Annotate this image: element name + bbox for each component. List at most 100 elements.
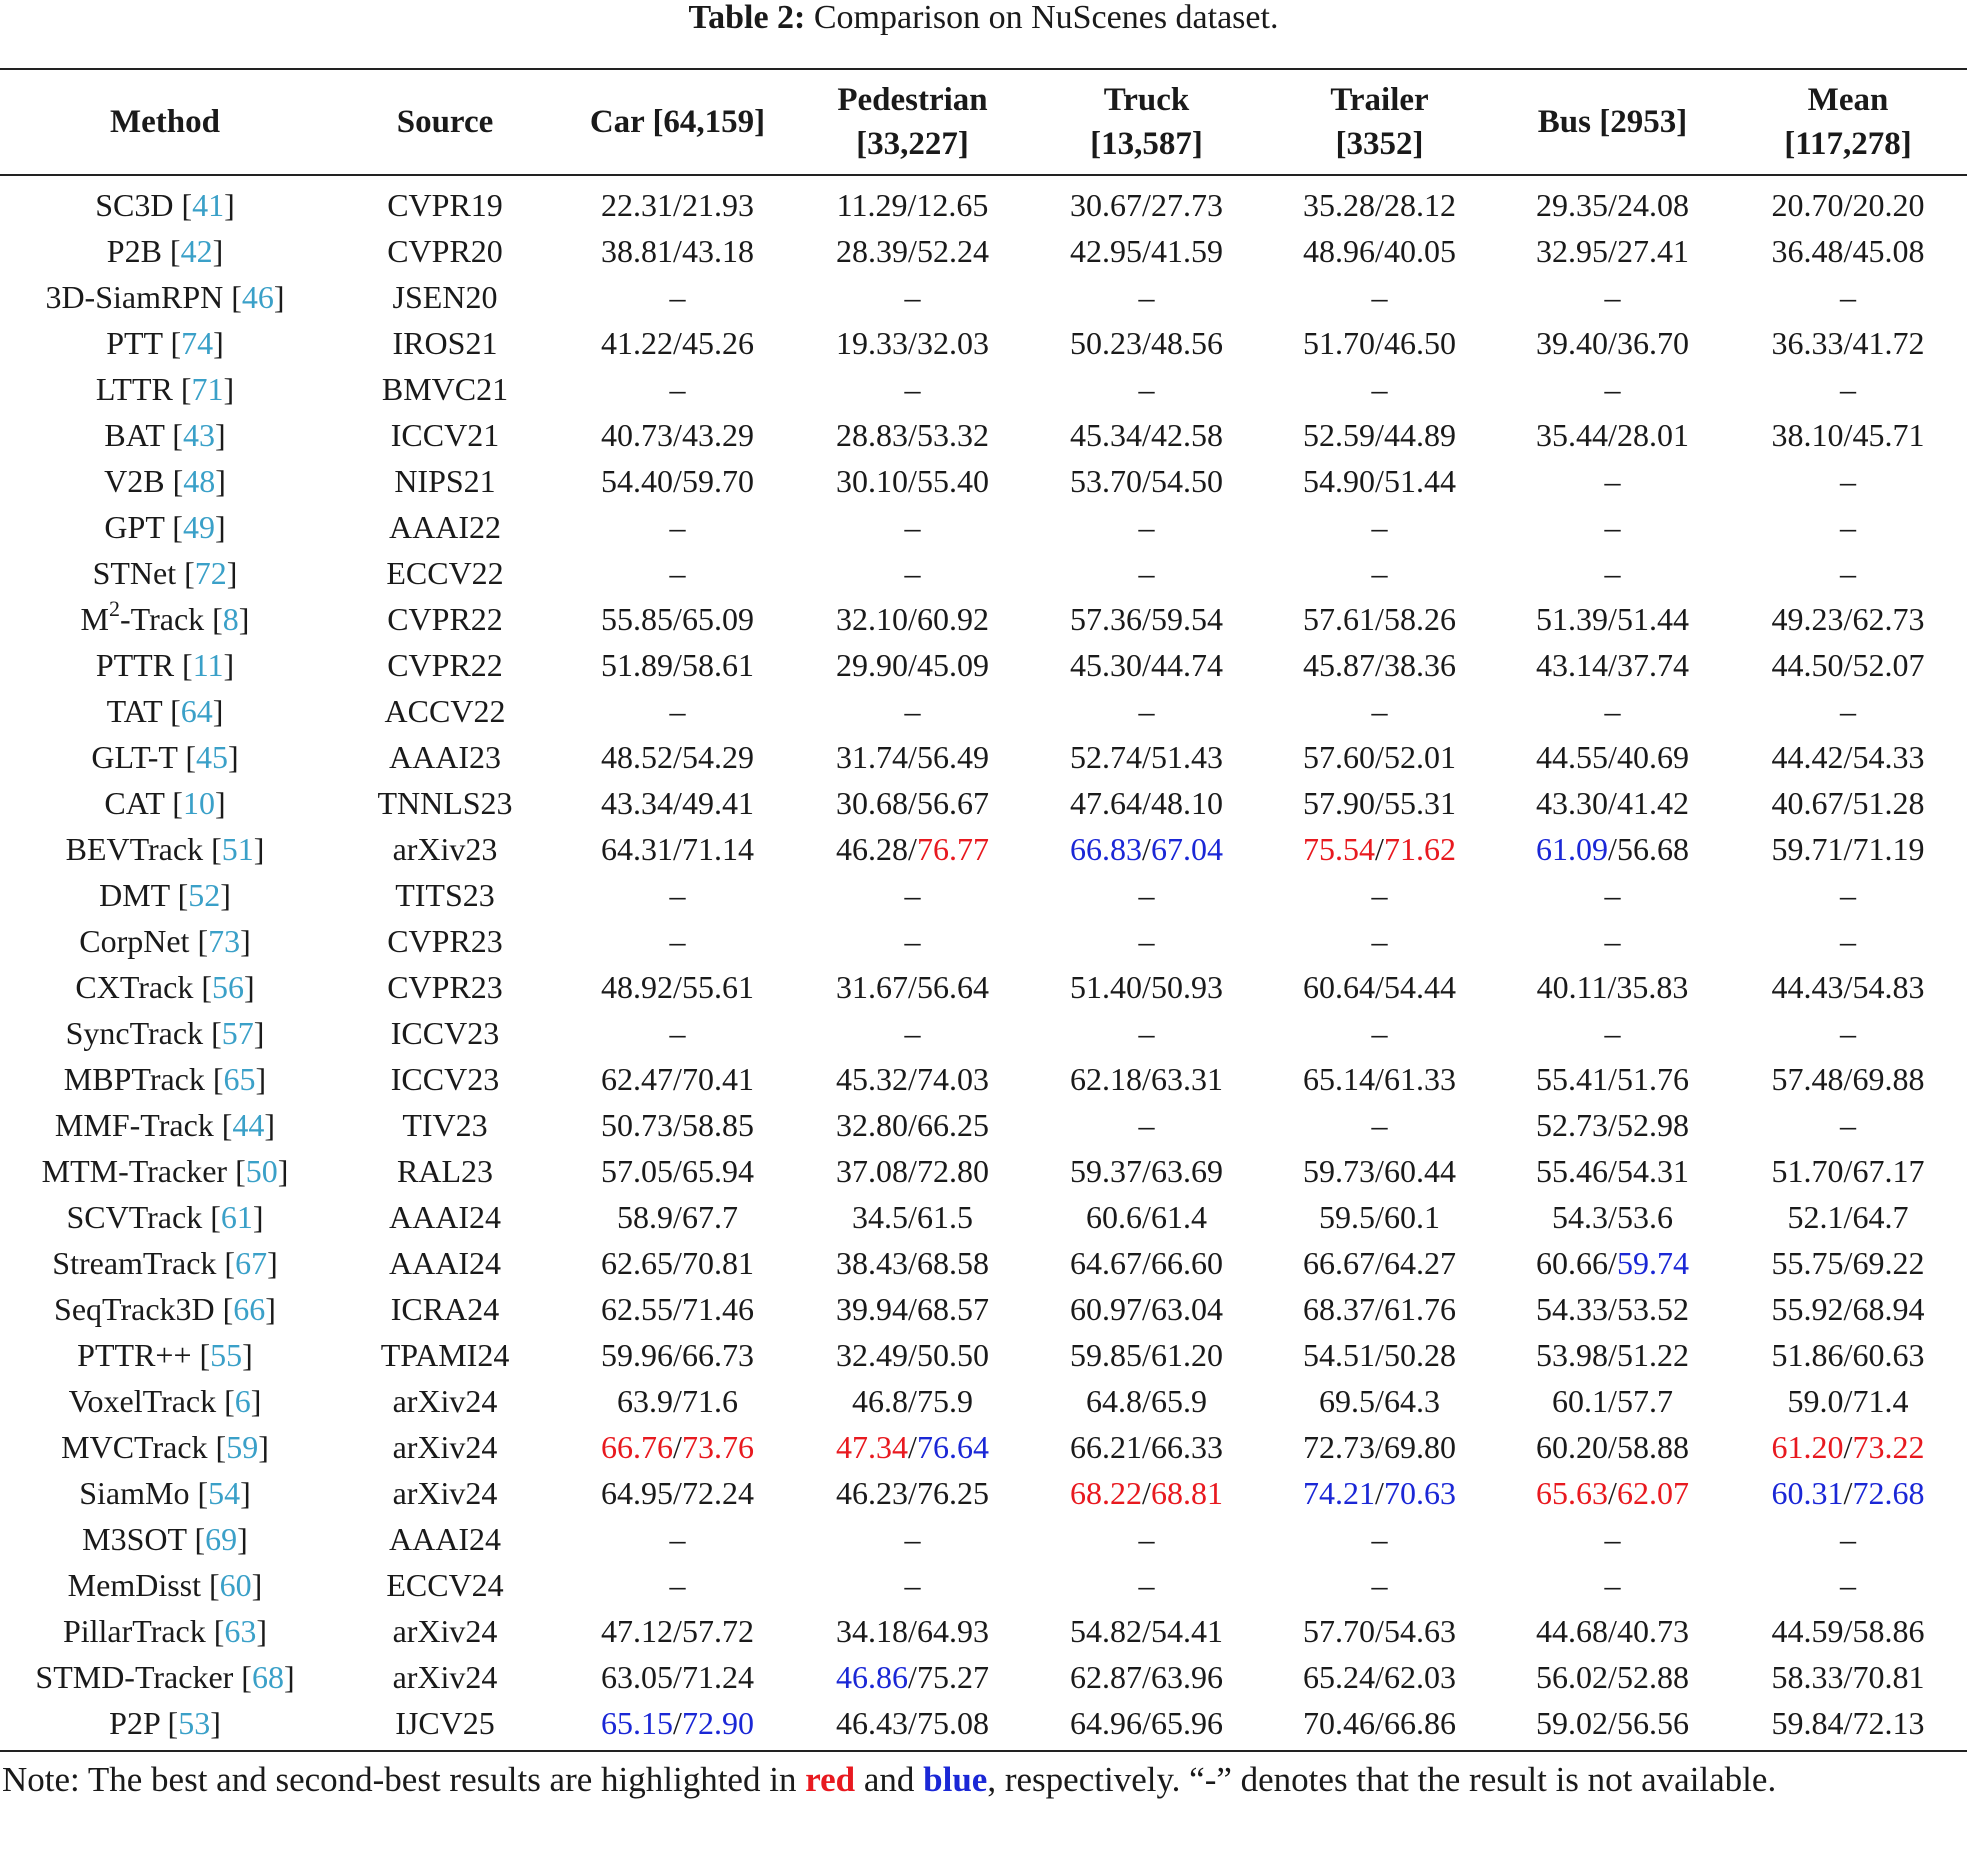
result-cell: 59.73/60.44 [1303, 1153, 1456, 1189]
precision-value: 35.83 [1616, 969, 1689, 1005]
precision-value: 60.63 [1852, 1337, 1925, 1373]
column-header: Method [0, 69, 330, 175]
citation-ref: 6 [234, 1383, 251, 1419]
citation-ref: 68 [251, 1659, 284, 1695]
precision-value: 69.22 [1852, 1245, 1925, 1281]
table-body: SC3D [41] CVPR19 22.31/21.93 11.29/12.65 30.… [0, 175, 1967, 1751]
precision-value: 68.94 [1852, 1291, 1925, 1327]
method-name: PTTR++ [77, 1337, 192, 1373]
success-value: 65.14 [1303, 1061, 1376, 1097]
table-row: BEVTrack [51] arXiv23 64.31/71.14 46.28/76.… [0, 826, 1967, 872]
precision-value: 74.03 [916, 1061, 989, 1097]
precision-value: 54.31 [1616, 1153, 1689, 1189]
result-cell: – [1604, 509, 1621, 545]
source-cell: AAAI24 [389, 1199, 501, 1235]
success-value: 58.33 [1771, 1659, 1844, 1695]
method-cell: MMF-Track [44] [54, 1107, 276, 1143]
success-value: 30.10 [836, 463, 909, 499]
citation-ref: 69 [205, 1521, 238, 1557]
result-cell: 65.15/72.90 [601, 1705, 754, 1741]
success-value: 58.9 [617, 1199, 674, 1235]
result-cell: – [904, 279, 921, 315]
result-cell: 59.71/71.19 [1771, 831, 1925, 867]
success-value: 45.32 [836, 1061, 909, 1097]
precision-value: 41.42 [1616, 785, 1689, 821]
precision-value: 61.4 [1150, 1199, 1207, 1235]
precision-value: 51.28 [1852, 785, 1925, 821]
precision-value: 65.94 [681, 1153, 754, 1189]
table-row: SiamMo [54] arXiv24 64.95/72.24 46.23/76.25… [0, 1470, 1967, 1516]
method-cell: P2P [53] [109, 1705, 221, 1741]
citation-ref: 44 [232, 1107, 265, 1143]
result-cell: – [1604, 463, 1621, 499]
result-cell: 35.44/28.01 [1536, 417, 1689, 453]
precision-value: 40.05 [1383, 233, 1456, 269]
success-value: 55.46 [1536, 1153, 1609, 1189]
precision-value: 62.73 [1852, 601, 1925, 637]
result-cell: 45.30/44.74 [1070, 647, 1223, 683]
precision-value: 60.1 [1383, 1199, 1440, 1235]
result-cell: 64.96/65.96 [1070, 1705, 1223, 1741]
success-value: 35.44 [1536, 417, 1609, 453]
success-value: 32.10 [836, 601, 909, 637]
result-cell: – [669, 279, 686, 315]
precision-value: 54.33 [1852, 739, 1925, 775]
table-row: PTTR [11] CVPR22 51.89/58.61 29.90/45.09 45.… [0, 642, 1967, 688]
precision-value: 61.33 [1383, 1061, 1456, 1097]
result-cell: – [904, 693, 921, 729]
column-header: Pedestrian [33,227] [795, 69, 1030, 175]
precision-value: 61.20 [1150, 1337, 1223, 1373]
table-row: MMF-Track [44] TIV23 50.73/58.85 32.80/66.2… [0, 1102, 1967, 1148]
success-value: 43.34 [601, 785, 674, 821]
result-cell: – [1371, 1567, 1388, 1603]
result-cell: 44.55/40.69 [1536, 739, 1689, 775]
result-cell: 46.23/76.25 [836, 1475, 989, 1511]
success-value: 54.33 [1536, 1291, 1609, 1327]
result-cell: 59.0/71.4 [1787, 1383, 1909, 1419]
result-cell: 62.65/70.81 [601, 1245, 754, 1281]
result-cell: 62.18/63.31 [1070, 1061, 1223, 1097]
method-cell: CAT [10] [104, 785, 226, 821]
result-cell: 57.90/55.31 [1303, 785, 1456, 821]
result-cell: 59.02/56.56 [1536, 1705, 1689, 1741]
precision-value: 46.50 [1383, 325, 1456, 361]
result-cell: 32.49/50.50 [836, 1337, 989, 1373]
source-cell: ICCV23 [390, 1015, 500, 1051]
table-row: PTT [74] IROS21 41.22/45.26 19.33/32.03 50.2… [0, 320, 1967, 366]
citation-ref: 73 [208, 923, 241, 959]
result-cell: 44.43/54.83 [1771, 969, 1925, 1005]
success-value: 63.05 [601, 1659, 674, 1695]
result-cell: 61.20/73.22 [1771, 1429, 1925, 1465]
precision-value: 44.74 [1150, 647, 1223, 683]
method-superscript: 2 [109, 596, 120, 622]
method-cell: MVCTrack [59] [61, 1429, 269, 1465]
result-cell: – [1138, 1015, 1155, 1051]
method-cell: PTTR++ [55] [77, 1337, 253, 1373]
precision-value: 54.83 [1852, 969, 1925, 1005]
citation-ref: 74 [181, 325, 214, 361]
result-cell: – [1604, 923, 1621, 959]
table-row: P2B [42] CVPR20 38.81/43.18 28.39/52.24 42.9… [0, 228, 1967, 274]
precision-value: 64.7 [1852, 1199, 1909, 1235]
precision-value: 72.13 [1852, 1705, 1925, 1741]
result-cell: 43.14/37.74 [1536, 647, 1689, 683]
success-value: 51.40 [1070, 969, 1143, 1005]
result-cell: – [669, 1015, 686, 1051]
result-cell: – [669, 371, 686, 407]
precision-value: 28.12 [1383, 187, 1456, 223]
result-cell: 72.73/69.80 [1303, 1429, 1456, 1465]
result-cell: 41.22/45.26 [601, 325, 754, 361]
result-cell: – [1840, 371, 1856, 407]
success-value: 60.97 [1070, 1291, 1143, 1327]
success-value: 59.73 [1303, 1153, 1376, 1189]
success-value: 37.08 [836, 1153, 909, 1189]
method-name: STMD-Tracker [35, 1659, 234, 1695]
result-cell: 66.21/66.33 [1070, 1429, 1223, 1465]
precision-value: 71.6 [681, 1383, 738, 1419]
success-value: 59.0 [1787, 1383, 1844, 1419]
citation-ref: 10 [182, 785, 215, 821]
source-cell: IJCV25 [395, 1705, 495, 1741]
table-row: P2P [53] IJCV25 65.15/72.90 46.43/75.08 64.9… [0, 1700, 1967, 1751]
precision-value: 54.50 [1150, 463, 1223, 499]
citation-ref: 46 [241, 279, 274, 315]
